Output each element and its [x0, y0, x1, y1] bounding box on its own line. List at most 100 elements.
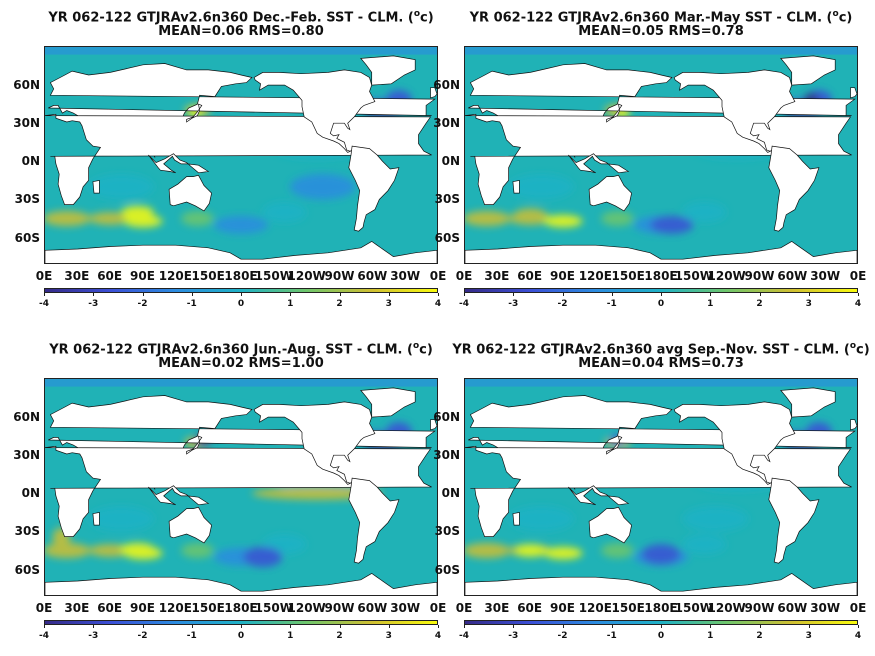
anomaly-blob	[508, 174, 574, 200]
colorbar-tick	[191, 625, 193, 628]
landmass-namerica	[673, 401, 796, 485]
continent-outline-icon	[465, 387, 857, 595]
y-tick-label: 30S	[434, 524, 460, 539]
y-tick-label: 60N	[13, 410, 40, 425]
colorbar-tick	[710, 293, 712, 296]
chart-subtitle: MEAN=0.04 RMS=0.73	[578, 356, 744, 371]
x-tick-label: 60E	[97, 269, 123, 283]
colorbar-tick-label: -3	[88, 299, 99, 309]
x-tick-label: 30E	[484, 269, 510, 283]
landmass-madagascar	[512, 511, 520, 526]
colorbar-tick	[661, 625, 662, 628]
colorbar	[44, 288, 438, 293]
y-tick-label: 0N	[21, 486, 40, 501]
anomaly-blob	[120, 542, 155, 556]
anomaly-blob	[601, 542, 634, 559]
colorbar-tick-label: 1	[287, 299, 294, 309]
colorbar-tick	[438, 293, 439, 296]
landmass-greenland	[360, 387, 416, 418]
x-tick-label: 60E	[517, 269, 543, 283]
anomaly-blob	[121, 205, 154, 219]
landmass-japan	[606, 435, 623, 455]
x-tick-label: 150W	[254, 269, 293, 283]
y-tick-label: 0N	[441, 154, 460, 169]
chart-title: YR 062-122 GTJRAv2.6n360 Dec.-Feb. SST -…	[14, 6, 468, 26]
colorbar-tick-label: 4	[854, 299, 862, 309]
anomaly-blob	[650, 215, 694, 234]
colorbar-tick	[611, 293, 613, 296]
chart-title-text: YR 062-122 GTJRAv2.6n360 Jun.-Aug. SST -…	[49, 342, 413, 358]
colorbar-tick	[142, 293, 144, 296]
colorbar-tick-label: 2	[336, 631, 343, 641]
y-tick-label: 60N	[433, 78, 460, 93]
colorbar-tick-label: 4	[434, 631, 442, 641]
colorbar-tick	[388, 293, 390, 296]
anomaly-blob	[682, 202, 727, 223]
x-tick-label: 150E	[191, 269, 225, 283]
landmass-antarctica	[465, 572, 857, 595]
x-tick-label: 30W	[390, 601, 421, 615]
x-tick-label: 90W	[324, 601, 355, 615]
colorbar-tick	[241, 293, 242, 296]
landmass-samerica	[348, 145, 400, 232]
anomaly-blob	[601, 210, 634, 227]
y-tick-label: 60S	[14, 230, 40, 245]
x-tick-label: 30E	[64, 601, 90, 615]
anomaly-blob	[88, 174, 154, 200]
landmass-namerica	[673, 69, 796, 153]
sst-anomaly-map	[464, 46, 858, 264]
landmass-madagascar	[92, 511, 100, 526]
chart-title-tail: c)	[420, 10, 434, 26]
y-tick-label: 30S	[14, 192, 40, 207]
colorbar-tick	[562, 625, 564, 628]
landmass-greenland	[780, 387, 836, 418]
anomaly-blob	[465, 542, 511, 559]
x-tick-label: 90W	[324, 269, 355, 283]
colorbar-tick	[808, 625, 810, 628]
colorbar-tick	[438, 625, 439, 628]
landmass-uk	[850, 419, 857, 431]
colorbar-tick	[93, 625, 95, 628]
x-tick-label: 60W	[357, 601, 388, 615]
chart-title-tail: c)	[856, 342, 870, 358]
colorbar-tick-label: 3	[805, 299, 812, 309]
x-tick-label: 90W	[744, 269, 775, 283]
colorbar-tick-label: -1	[186, 299, 197, 309]
y-tick-label: 60S	[434, 230, 460, 245]
anomaly-blob	[45, 542, 91, 559]
colorbar-tick-label: 1	[707, 299, 714, 309]
landmass-samerica	[768, 145, 820, 232]
colorbar-tick-label: -4	[459, 299, 469, 309]
x-tick-label: 90E	[130, 601, 155, 615]
anomaly-blob	[88, 506, 154, 532]
landmass-greenland	[780, 55, 836, 86]
x-tick-label: 60E	[517, 601, 543, 615]
colorbar-tick	[464, 625, 465, 628]
sst-anomaly-map	[464, 378, 858, 596]
x-tick-label: 180E	[224, 601, 258, 615]
x-tick-label: 150W	[674, 601, 713, 615]
landmass-japan	[606, 103, 623, 123]
x-tick-label: 0E	[429, 601, 447, 615]
colorbar-tick-label: 2	[756, 631, 763, 641]
x-tick-label: 0E	[35, 269, 53, 283]
landmass-antarctica	[465, 240, 857, 263]
y-tick-label: 30N	[13, 116, 40, 131]
colorbar-tick-label: -2	[137, 631, 148, 641]
title-unit-superscript: o	[412, 341, 420, 351]
x-tick-label: 150E	[191, 601, 225, 615]
anomaly-blob	[465, 210, 511, 227]
x-tick-label: 180E	[224, 269, 258, 283]
colorbar-tick	[339, 625, 341, 628]
colorbar-tick-label: -2	[137, 299, 148, 309]
anomaly-blob	[213, 215, 269, 234]
chart-title-text: YR 062-122 GTJRAv2.6n360 avg Sep.-Nov. S…	[452, 342, 850, 358]
colorbar-tick	[191, 293, 193, 296]
arctic-region	[45, 47, 437, 55]
landmass-japan	[186, 435, 203, 455]
colorbar-tick-label: 2	[756, 299, 763, 309]
map-canvas	[465, 379, 857, 595]
colorbar-tick-label: 1	[287, 631, 294, 641]
chart-title-tail: c)	[838, 10, 853, 26]
chart-title-text: YR 062-122 GTJRAv2.6n360 Dec.-Feb. SST -…	[48, 10, 414, 26]
